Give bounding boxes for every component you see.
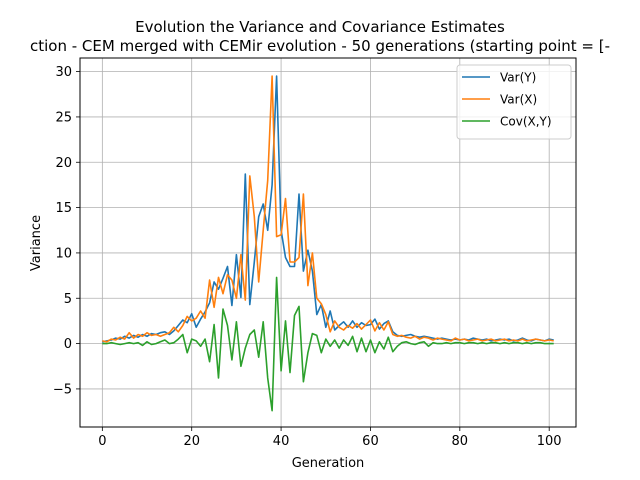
legend-label: Cov(X,Y) (500, 115, 552, 129)
y-tick-label: 25 (55, 110, 72, 125)
legend: Var(Y) Var(X) Cov(X,Y) (456, 64, 572, 140)
y-tick-label: 10 (55, 246, 72, 261)
series-line-var-x (102, 75, 554, 343)
y-axis-label: Variance (29, 215, 44, 271)
chart-subtitle: ction - CEM merged with CEMir evolution … (30, 37, 610, 55)
x-tick-label: 60 (362, 434, 379, 449)
x-axis-label: Generation (292, 456, 365, 471)
x-tick-label: 40 (273, 434, 290, 449)
y-tick-label: 0 (64, 337, 72, 352)
y-tick-label: −5 (53, 382, 72, 397)
x-tick-label: 20 (183, 434, 200, 449)
y-tick-label: 30 (55, 65, 72, 80)
chart-title: Evolution the Variance and Covariance Es… (135, 18, 505, 36)
legend-label: Var(X) (500, 93, 537, 107)
y-tick-label: 15 (55, 201, 72, 216)
x-tick-label: 80 (452, 434, 469, 449)
plot-area-frame (79, 57, 577, 428)
axis-ticks: 0 20 40 60 80 100 −5 0 5 10 15 20 25 30 (53, 65, 562, 449)
series-line-cov-x-y (102, 276, 554, 412)
series-lines (102, 75, 554, 412)
x-tick-label: 0 (98, 434, 106, 449)
x-tick-label: 100 (537, 434, 562, 449)
y-tick-label: 20 (55, 156, 72, 171)
y-tick-label: 5 (64, 292, 72, 307)
legend-label: Var(Y) (500, 71, 536, 85)
